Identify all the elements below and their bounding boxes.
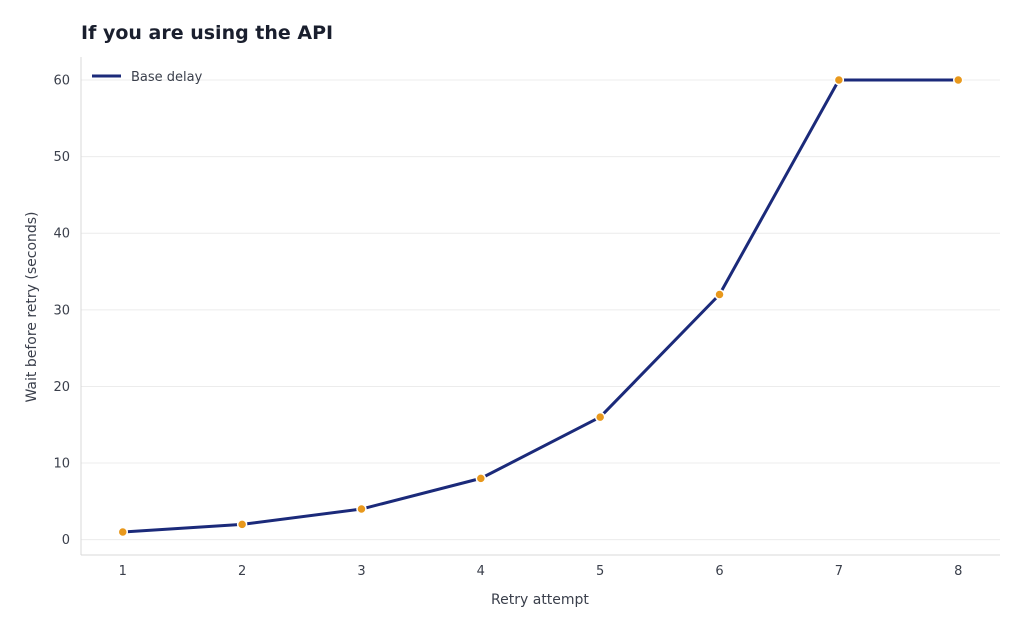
- legend-label: Base delay: [131, 70, 203, 85]
- data-point-8: [952, 74, 964, 86]
- y-tick-label-60: 60: [53, 73, 70, 88]
- data-point-2: [236, 519, 248, 530]
- x-tick-label-6: 6: [715, 564, 723, 579]
- y-tick-label-50: 50: [53, 150, 70, 165]
- x-tick-label-1: 1: [119, 564, 127, 579]
- x-tick-label-7: 7: [835, 564, 843, 579]
- data-point-1: [117, 526, 129, 538]
- x-tick-label-3: 3: [357, 564, 365, 579]
- y-axis-label: Wait before retry (seconds): [24, 211, 40, 402]
- data-point-4: [475, 473, 487, 484]
- data-point-6: [714, 289, 725, 300]
- y-tick-label-30: 30: [53, 303, 70, 318]
- x-tick-label-8: 8: [954, 564, 962, 579]
- x-axis-label: Retry attempt: [491, 592, 589, 608]
- x-tick-label-2: 2: [238, 564, 246, 579]
- legend: Base delay: [92, 70, 203, 85]
- chart-title: If you are using the API: [81, 22, 333, 44]
- data-point-7: [833, 74, 845, 86]
- series-lines: [121, 78, 960, 534]
- series-line-0: [121, 78, 960, 534]
- y-tick-label-0: 0: [62, 533, 70, 548]
- data-points: [117, 74, 964, 538]
- x-tick-label-5: 5: [596, 564, 604, 579]
- axes-spines: [80, 57, 1000, 556]
- y-tick-labels: 0 10 20 30 40 50 60: [53, 73, 70, 548]
- data-point-5: [594, 411, 606, 423]
- x-tick-label-4: 4: [477, 564, 485, 579]
- x-tick-labels: 1 2 3 4 5 6 7 8: [119, 564, 963, 579]
- y-tick-label-40: 40: [53, 227, 70, 242]
- y-tick-label-20: 20: [53, 380, 70, 395]
- data-point-3: [356, 503, 367, 515]
- grid-lines: [81, 79, 1000, 541]
- y-tick-label-10: 10: [53, 457, 70, 472]
